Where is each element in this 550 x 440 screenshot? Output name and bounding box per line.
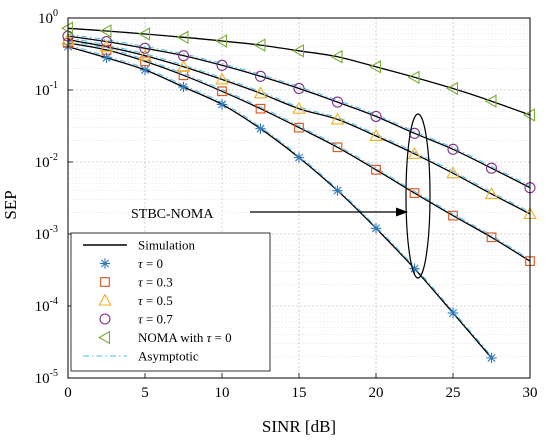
annotation-ellipse [405,113,431,279]
legend-swatch-marker [99,258,111,269]
data-point [485,162,498,174]
data-point [100,36,113,48]
data-point [253,38,266,52]
data-point [292,101,306,114]
data-point [293,152,305,163]
legend-box [70,232,271,372]
data-point [370,110,382,122]
legend-label: τ = 0.3 [138,275,173,290]
data-point [408,127,421,139]
data-point [371,164,381,175]
data-point [447,143,459,155]
data-point [369,60,382,74]
simulation-line [67,42,531,262]
annotation-arrowhead [396,207,408,217]
simulation-line [67,35,531,189]
legend-label: Asymptotic [138,349,199,364]
data-point [448,210,458,221]
legend: Simulation τ = 0 τ = 0.3 τ = 0.5 τ = 0.7 NOMA… [70,232,271,372]
data-point [101,45,112,55]
y-tick-labels: 100 10-1 10-2 10-3 10-4 10-5 [35,8,73,387]
legend-swatch-marker [98,293,112,306]
data-point [293,82,305,95]
y-tick-label: 10-3 [35,224,58,243]
data-point [99,24,112,38]
data-point [138,48,152,61]
simulation-line [67,27,531,116]
data-point [409,188,420,198]
data-point [331,96,344,108]
y-tick-label: 100 [38,8,58,27]
data-point [177,50,190,62]
data-point [370,223,382,234]
data-point [446,166,460,179]
data-point [369,129,383,142]
asymptotic-line [67,37,531,213]
data-point [253,86,268,99]
y-tick-label: 10-4 [35,296,58,315]
data-point [484,94,497,108]
legend-swatch-marker [100,277,110,287]
data-point [61,21,74,36]
data-point [407,70,420,85]
simulation-line [67,39,531,215]
x-tick-label: 10 [215,385,230,401]
x-tick-label: 20 [369,385,384,401]
data-point [215,34,228,48]
data-point [216,99,228,110]
x-tick-label: 15 [292,385,307,401]
data-point [254,70,267,82]
data-point [447,307,459,319]
asymptotic-line [67,40,531,260]
data-point [176,30,189,45]
data-point [178,81,189,93]
data-point [446,81,459,96]
data-point [332,185,343,196]
data-point [139,64,151,76]
y-tick-label: 10-2 [35,152,58,171]
data-point [332,142,343,153]
data-point [215,72,229,85]
data-point [140,56,150,67]
data-point [409,263,420,274]
x-tick-label: 25 [446,385,461,401]
data-point [523,108,536,122]
y-tick-label: 10-1 [35,80,58,99]
legend-label: τ = 0.5 [138,293,173,308]
data-point [217,86,227,97]
x-tick-labels: 0 5 10 15 20 25 30 [64,373,538,401]
data-point [255,103,266,114]
data-point [486,232,497,243]
legend-label: τ = 0 [138,256,163,271]
data-point [139,42,151,54]
legend-label: τ = 0.7 [138,312,173,327]
data-point [255,123,266,134]
data-point [176,59,191,72]
asymptotic-line [67,33,531,187]
legend-swatch-marker [99,313,111,325]
data-point [484,187,499,199]
legend-label: Simulation [138,238,196,253]
legend-label: NOMA with τ = 0 [138,330,232,345]
data-point [330,49,343,64]
stbc-noma-annotation: STBC-NOMA [131,113,431,279]
data-point [216,59,228,71]
legend-swatch-marker [98,330,111,345]
data-point [486,352,497,364]
x-tick-label: 30 [523,385,538,401]
x-tick-label: 5 [141,385,149,401]
annotation-text: STBC-NOMA [131,207,214,222]
data-point [294,122,304,133]
data-point [330,112,345,125]
x-tick-label: 0 [64,385,72,401]
y-tick-label: 10-5 [35,368,58,387]
data-point [292,44,305,58]
y-axis-label: SEP [1,190,20,219]
data-point [407,146,422,159]
x-axis-label: SINR [dB] [262,417,336,436]
data-point [138,27,151,41]
